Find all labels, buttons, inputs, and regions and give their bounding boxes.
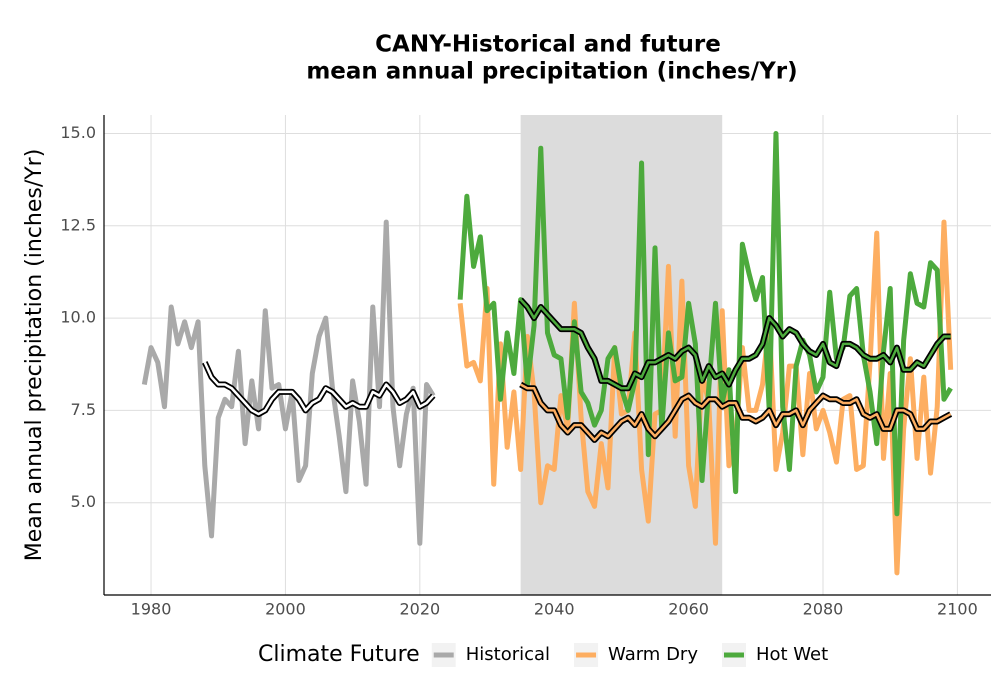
smoothed-line: [519, 298, 951, 390]
x-tick-label: 2020: [399, 600, 440, 619]
series-line: [141, 219, 436, 546]
y-tick-label: 15.0: [60, 123, 96, 142]
x-tick-label: 2080: [803, 600, 844, 619]
x-tick-label: 2040: [534, 600, 575, 619]
legend-title: Climate Future: [258, 642, 420, 667]
legend-label: Warm Dry: [608, 644, 698, 665]
x-tick-label: 2060: [668, 600, 709, 619]
smoothed-line: [203, 361, 435, 416]
series-line: [457, 130, 953, 517]
y-tick-label: 5.0: [71, 492, 96, 511]
y-tick-label: 12.5: [60, 215, 96, 234]
y-tick-label: 7.5: [71, 400, 96, 419]
x-tick-label: 2000: [265, 600, 306, 619]
y-tick-label: 10.0: [60, 308, 96, 327]
chart-title: mean annual precipitation (inches/Yr): [306, 59, 797, 85]
smoothed-line: [520, 383, 952, 442]
y-axis-label: Mean annual precipitation (inches/Yr): [22, 149, 47, 562]
chart-title: CANY-Historical and future: [375, 32, 721, 58]
x-tick-label: 2100: [937, 600, 978, 619]
legend-label: Historical: [466, 644, 550, 665]
x-tick-label: 1980: [131, 600, 172, 619]
legend-label: Hot Wet: [756, 644, 828, 665]
